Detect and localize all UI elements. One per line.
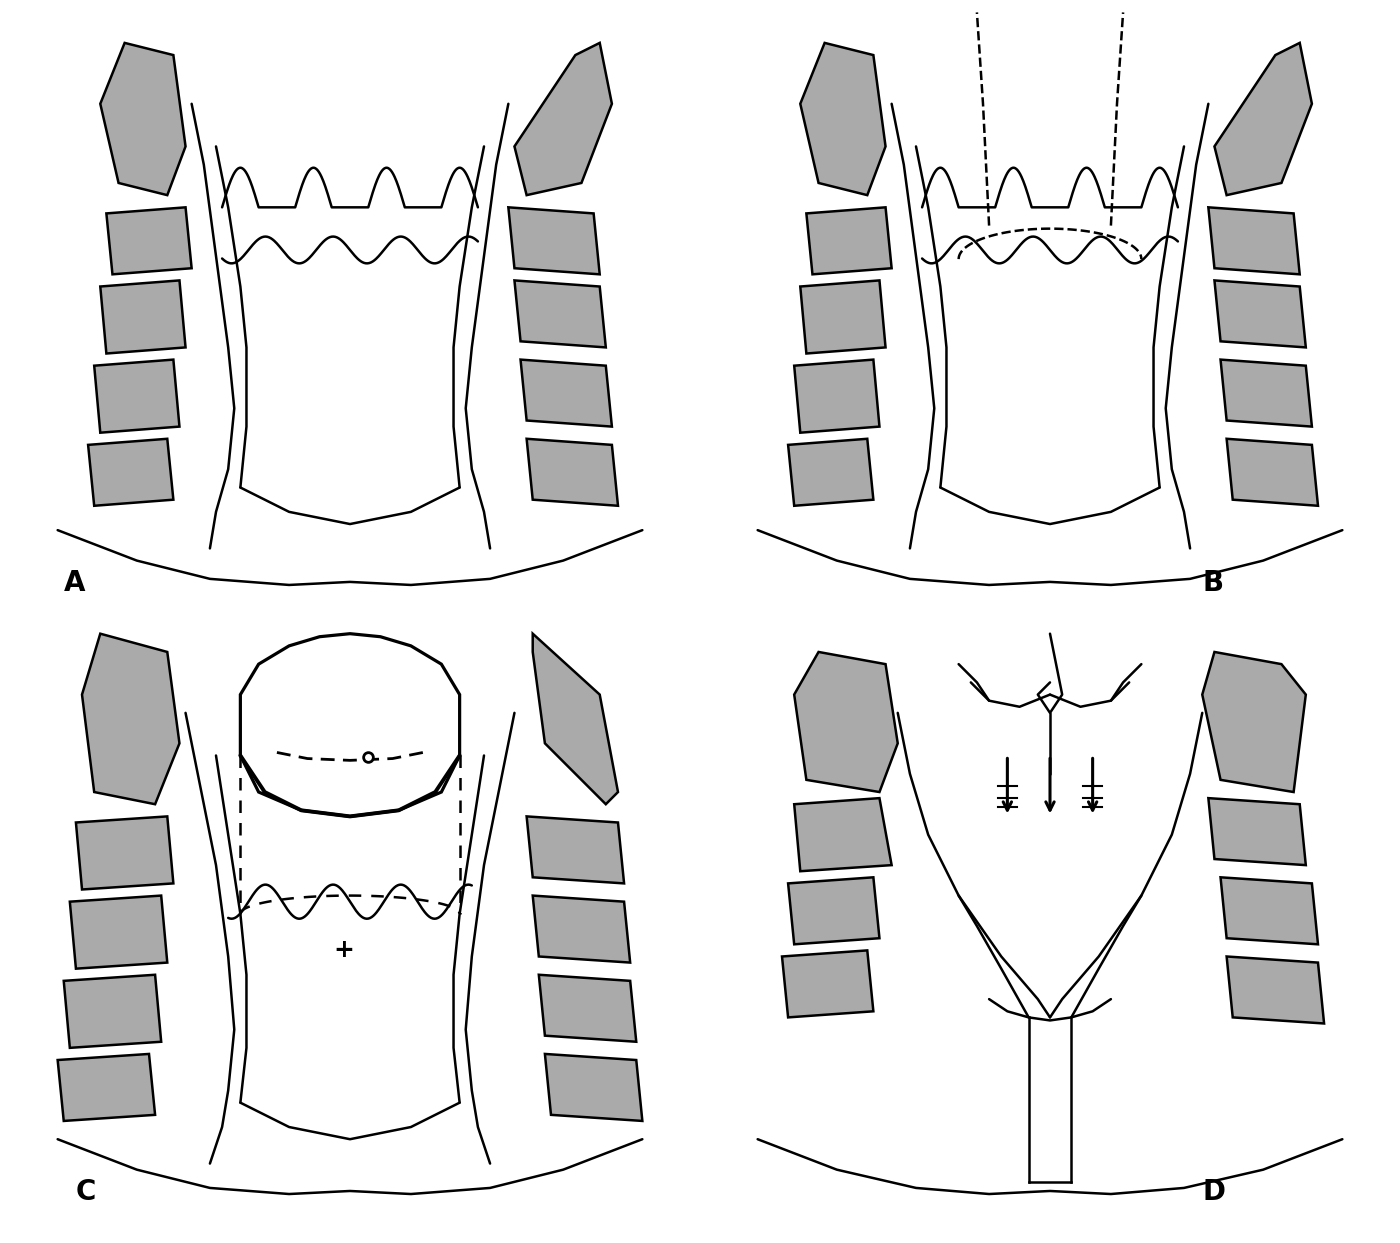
Polygon shape <box>783 951 874 1017</box>
Polygon shape <box>539 975 636 1042</box>
Polygon shape <box>788 878 879 945</box>
Text: A: A <box>64 569 85 597</box>
Text: D: D <box>1203 1178 1225 1206</box>
Polygon shape <box>806 208 892 275</box>
Text: C: C <box>76 1178 97 1206</box>
Polygon shape <box>526 817 624 884</box>
Polygon shape <box>88 439 174 506</box>
Polygon shape <box>1208 798 1306 865</box>
Polygon shape <box>101 42 186 195</box>
Polygon shape <box>64 975 161 1048</box>
Polygon shape <box>57 1054 155 1121</box>
Text: B: B <box>1203 569 1224 597</box>
Polygon shape <box>76 817 174 890</box>
Polygon shape <box>94 359 179 433</box>
Polygon shape <box>106 208 192 275</box>
Polygon shape <box>794 651 897 792</box>
Polygon shape <box>514 42 612 195</box>
Polygon shape <box>794 798 892 871</box>
Polygon shape <box>101 281 186 353</box>
Text: +: + <box>333 938 354 962</box>
Polygon shape <box>1208 208 1299 275</box>
Polygon shape <box>801 281 886 353</box>
Polygon shape <box>533 634 617 804</box>
Polygon shape <box>1214 281 1306 348</box>
Polygon shape <box>508 208 599 275</box>
Polygon shape <box>1221 359 1312 426</box>
Polygon shape <box>533 895 630 962</box>
Polygon shape <box>1214 42 1312 195</box>
Polygon shape <box>794 359 879 433</box>
Polygon shape <box>801 42 886 195</box>
Polygon shape <box>545 1054 643 1121</box>
Polygon shape <box>1226 439 1317 506</box>
Polygon shape <box>788 439 874 506</box>
Polygon shape <box>526 439 617 506</box>
Polygon shape <box>514 281 606 348</box>
Polygon shape <box>1203 651 1306 792</box>
Polygon shape <box>83 634 179 804</box>
Polygon shape <box>521 359 612 426</box>
Polygon shape <box>70 895 167 968</box>
Polygon shape <box>1226 957 1324 1023</box>
Polygon shape <box>1221 878 1317 945</box>
Polygon shape <box>241 634 459 817</box>
